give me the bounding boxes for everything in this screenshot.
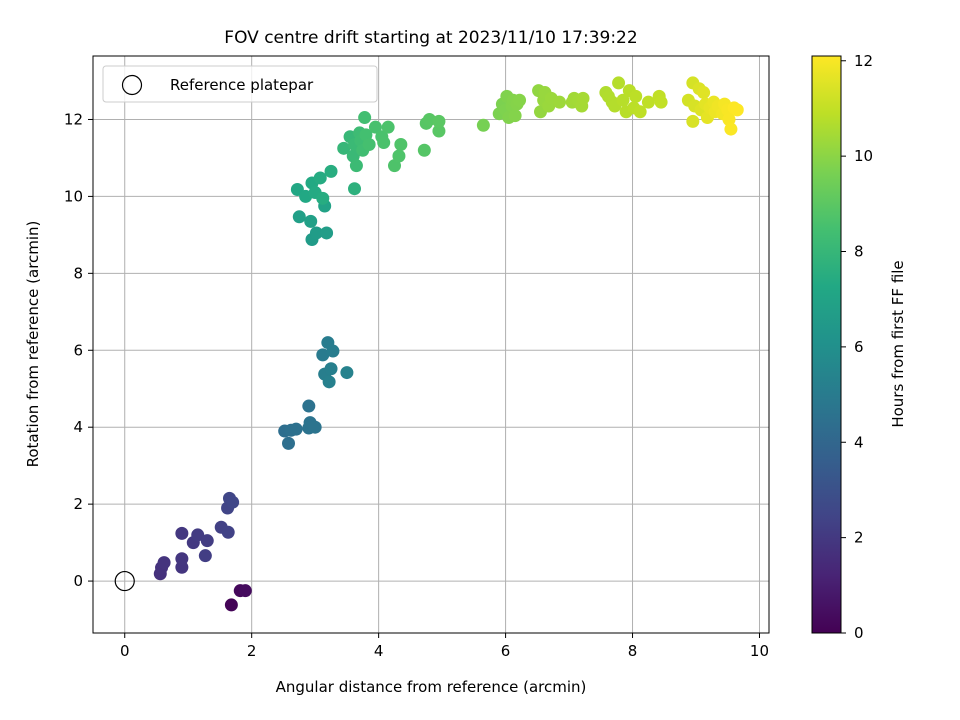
- data-point: [221, 525, 235, 539]
- data-point: [377, 136, 391, 150]
- data-point: [348, 182, 362, 196]
- data-point: [316, 191, 330, 205]
- colorbar-tick-label: 4: [854, 433, 864, 451]
- data-point: [629, 89, 643, 103]
- data-point: [200, 534, 214, 548]
- data-point: [417, 143, 431, 157]
- x-tick-label: 4: [374, 642, 384, 660]
- data-point: [324, 164, 338, 178]
- y-tick-label: 6: [73, 341, 83, 359]
- plot-area-frame: [92, 55, 770, 634]
- data-points: [153, 76, 744, 612]
- y-tick-label: 0: [73, 572, 83, 590]
- data-point: [175, 552, 189, 566]
- colorbar-tick-label: 0: [854, 624, 864, 642]
- y-tick-label: 8: [73, 264, 83, 282]
- data-point: [633, 105, 647, 119]
- x-tick-label: 0: [120, 642, 130, 660]
- data-point: [368, 120, 382, 134]
- x-axis-ticks: 0 2 4 6 8 10: [120, 633, 769, 660]
- x-tick-label: 8: [628, 642, 638, 660]
- colorbar: 0 2 4 6 8 10 12 Hours from first FF file: [811, 52, 907, 642]
- data-point: [337, 141, 351, 155]
- colorbar-gradient: [811, 55, 842, 634]
- data-point: [282, 436, 296, 450]
- data-point: [686, 114, 700, 128]
- x-tick-label: 6: [501, 642, 511, 660]
- y-tick-label: 10: [64, 187, 83, 205]
- reference-marker: [114, 570, 135, 592]
- colorbar-label: Hours from first FF file: [889, 260, 907, 427]
- colorbar-tick-label: 6: [854, 338, 864, 356]
- data-point: [362, 137, 376, 151]
- data-point: [697, 86, 711, 100]
- y-tick-label: 4: [73, 418, 83, 436]
- data-point: [349, 159, 363, 173]
- colorbar-tick-label: 12: [854, 52, 873, 70]
- data-point: [730, 103, 744, 117]
- data-point: [316, 348, 330, 362]
- data-point: [191, 528, 205, 542]
- data-point: [320, 226, 334, 240]
- data-point: [304, 214, 318, 228]
- data-point: [313, 171, 327, 185]
- x-axis-label: Angular distance from reference (arcmin): [276, 678, 587, 696]
- x-tick-label: 10: [750, 642, 769, 660]
- data-point: [576, 91, 590, 105]
- y-axis-label: Rotation from reference (arcmin): [24, 221, 42, 468]
- data-point: [722, 112, 736, 126]
- data-point: [432, 114, 446, 128]
- colorbar-tick-label: 10: [854, 147, 873, 165]
- data-point: [724, 122, 738, 136]
- data-point: [358, 111, 372, 125]
- chart-title: FOV centre drift starting at 2023/11/10 …: [224, 28, 637, 48]
- y-axis-ticks: 0 2 4 6 8 10 12: [64, 110, 93, 590]
- data-point: [308, 420, 322, 434]
- data-point: [289, 422, 303, 436]
- data-point: [226, 495, 240, 509]
- colorbar-ticks: 0 2 4 6 8 10 12: [841, 52, 873, 642]
- data-point: [654, 95, 668, 109]
- colorbar-tick-label: 8: [854, 243, 864, 261]
- data-point: [238, 584, 252, 598]
- data-point: [508, 109, 522, 123]
- data-point: [381, 120, 395, 134]
- legend-reference-marker: [121, 74, 143, 96]
- data-point: [175, 526, 189, 540]
- data-point: [432, 124, 446, 138]
- legend-box: [102, 65, 378, 103]
- data-point: [394, 137, 408, 151]
- x-tick-label: 2: [247, 642, 257, 660]
- data-point: [324, 362, 338, 376]
- data-point: [641, 95, 655, 109]
- data-point: [392, 149, 406, 163]
- data-point: [476, 118, 490, 132]
- data-point: [157, 556, 171, 570]
- legend-entry-reference: Reference platepar: [170, 76, 314, 94]
- y-tick-label: 2: [73, 495, 83, 513]
- data-point: [513, 93, 527, 107]
- y-tick-label: 12: [64, 110, 83, 128]
- data-point: [292, 210, 306, 224]
- data-point: [553, 95, 567, 109]
- data-point: [309, 226, 323, 240]
- data-point: [616, 93, 630, 107]
- data-point: [322, 375, 336, 389]
- data-point: [340, 366, 354, 380]
- data-point: [612, 76, 626, 90]
- data-point: [198, 549, 212, 563]
- legend: Reference platepar: [102, 65, 378, 103]
- data-point: [224, 598, 238, 612]
- data-point: [302, 399, 316, 413]
- data-point: [326, 344, 340, 358]
- reference-point: [114, 570, 135, 592]
- colorbar-tick-label: 2: [854, 529, 864, 547]
